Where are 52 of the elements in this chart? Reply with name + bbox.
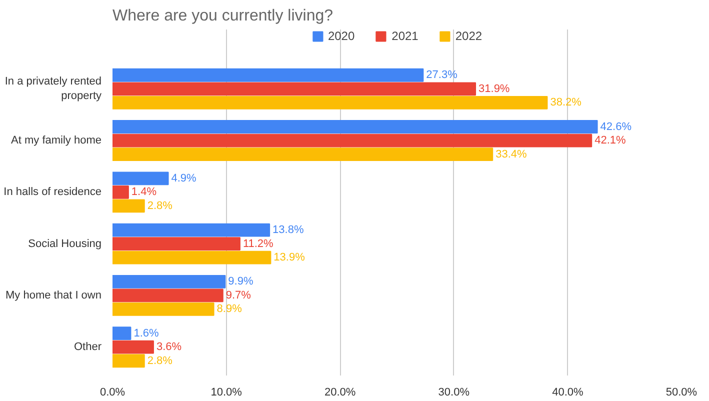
bar xyxy=(112,274,226,288)
x-tick-label: 0.0% xyxy=(100,386,126,398)
legend-label: 2022 xyxy=(455,29,482,43)
bar xyxy=(112,82,476,96)
data-label: 42.6% xyxy=(600,120,632,133)
data-label: 9.9% xyxy=(228,276,254,288)
data-label: 8.9% xyxy=(216,303,242,316)
bar xyxy=(112,134,592,148)
data-label: 38.2% xyxy=(550,96,582,109)
bar xyxy=(112,250,272,264)
bar xyxy=(112,340,154,354)
data-label: 2.8% xyxy=(147,200,173,212)
bar xyxy=(112,185,129,199)
data-label: 4.9% xyxy=(171,172,197,184)
data-label: 33.4% xyxy=(496,148,527,160)
y-tick-label: In halls of residence xyxy=(4,186,102,198)
bar xyxy=(112,237,240,251)
x-tick-label: 10.0% xyxy=(210,386,242,398)
bar xyxy=(112,148,494,161)
bar xyxy=(112,96,548,110)
bar xyxy=(112,326,132,340)
y-tick-label: Other xyxy=(74,341,102,354)
y-tick-label: My home that I own xyxy=(6,289,102,302)
data-label: 42.1% xyxy=(594,134,626,147)
data-label: 9.7% xyxy=(226,289,252,302)
legend-label: 2020 xyxy=(328,29,355,43)
data-label: 27.3% xyxy=(426,69,458,82)
x-tick-label: 30.0% xyxy=(438,386,470,398)
y-tick-label: At my family home xyxy=(11,134,102,147)
y-tick-label: In a privately rented property xyxy=(4,76,102,102)
data-label: 31.9% xyxy=(478,82,510,95)
bar xyxy=(112,223,270,237)
data-label: 3.6% xyxy=(156,341,182,354)
data-label: 1.6% xyxy=(134,327,159,340)
bar xyxy=(112,199,145,213)
data-label: 11.2% xyxy=(242,238,274,250)
bar xyxy=(112,288,224,302)
data-label: 13.9% xyxy=(274,252,306,264)
data-label: 2.8% xyxy=(147,354,173,367)
data-label: 13.8% xyxy=(272,224,304,236)
legend-label: 2021 xyxy=(392,29,418,43)
bar xyxy=(112,302,214,316)
x-tick-label: 50.0% xyxy=(666,386,698,398)
y-tick-label: Social Housing xyxy=(28,238,102,250)
bar xyxy=(112,68,424,82)
data-label: 1.4% xyxy=(131,186,157,198)
x-tick-label: 20.0% xyxy=(324,386,356,398)
chart-title: Where are you currently living? xyxy=(112,8,334,24)
bar xyxy=(112,120,598,134)
bar xyxy=(112,172,169,186)
x-tick-label: 40.0% xyxy=(552,386,584,398)
bar xyxy=(112,354,145,368)
